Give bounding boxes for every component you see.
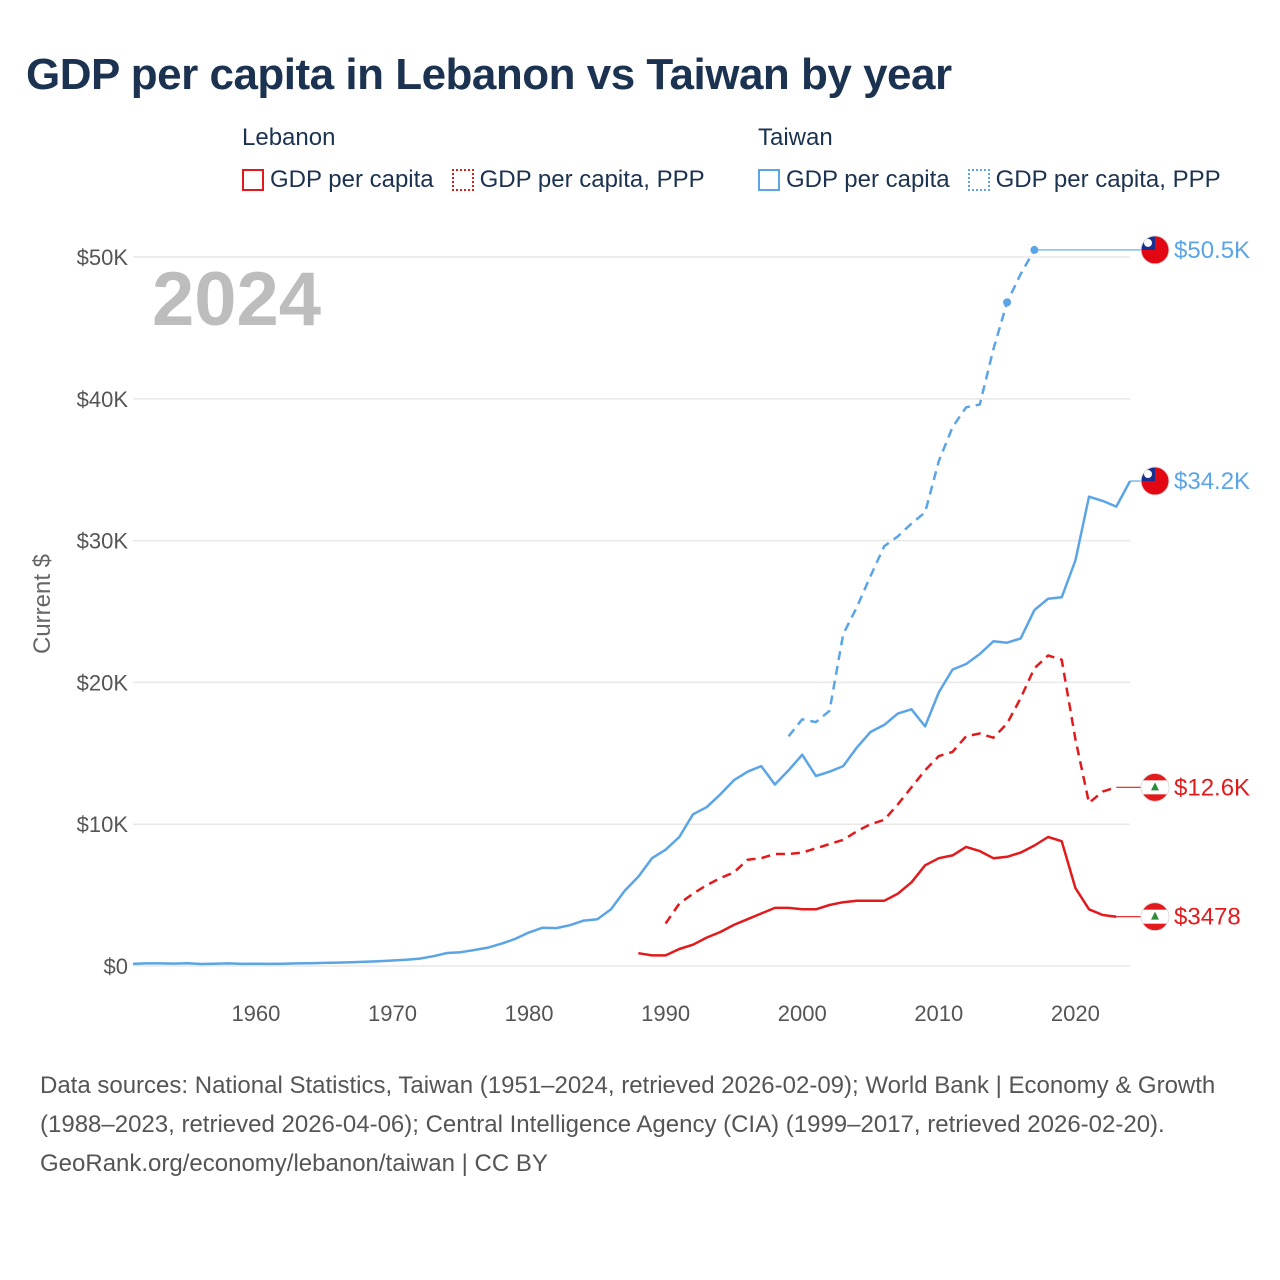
year-label: 2024 <box>152 257 321 342</box>
y-tick-label: $0 <box>104 954 128 979</box>
solid-swatch-icon <box>758 169 780 191</box>
footer: Data sources: National Statistics, Taiwa… <box>40 1066 1240 1183</box>
legend-lebanon-ppp[interactable]: GDP per capita, PPP <box>451 166 705 194</box>
y-tick-label: $20K <box>77 670 129 695</box>
legend-taiwan: Taiwan GDP per capita GDP per capita, PP… <box>758 124 1239 194</box>
series-line <box>787 249 1036 738</box>
dotted-swatch-icon <box>451 169 474 191</box>
legend-taiwan-gdp-label: GDP per capita <box>786 166 950 193</box>
lebanon-flag-icon <box>1140 772 1170 802</box>
legend-lebanon-ppp-label: GDP per capita, PPP <box>479 166 705 193</box>
axes: $0 $10K $20K $30K $40K $50K 1960 1970 1980 1990 20… <box>77 245 1100 1026</box>
series-end-label: $34.2K <box>1174 468 1250 495</box>
series-end-label: $12.6K <box>1174 774 1250 801</box>
taiwan-flag-icon <box>1140 466 1170 496</box>
series <box>132 249 1132 966</box>
y-axis-label: Current $ <box>29 554 56 654</box>
end-point <box>1030 245 1039 254</box>
x-tick-label: 1960 <box>231 1001 280 1026</box>
legend-taiwan-ppp-label: GDP per capita, PPP <box>995 166 1221 193</box>
series-line <box>638 835 1117 957</box>
y-tick-label: $50K <box>77 245 129 270</box>
x-tick-label: 2010 <box>914 1001 963 1026</box>
legend-lebanon: Lebanon GDP per capita GDP per capita, P… <box>242 124 723 194</box>
end-labels: $34.2K $50.5K $3478 $12.6K <box>1003 235 1250 932</box>
x-tick-label: 1990 <box>641 1001 690 1026</box>
chart-title: GDP per capita in Lebanon vs Taiwan by y… <box>26 50 952 99</box>
legend-lebanon-title: Lebanon <box>242 124 336 151</box>
legend-lebanon-gdp[interactable]: GDP per capita <box>242 166 434 194</box>
lebanon-flag-icon <box>1140 902 1170 932</box>
x-tick-label: 1980 <box>505 1001 554 1026</box>
grid <box>133 256 1130 967</box>
solid-swatch-icon <box>242 169 264 191</box>
series-end-label: $3478 <box>1174 904 1241 931</box>
y-tick-label: $10K <box>77 812 129 837</box>
taiwan-flag-icon <box>1140 235 1170 265</box>
legend-taiwan-gdp[interactable]: GDP per capita <box>758 166 950 194</box>
data-sources: Data sources: National Statistics, Taiwa… <box>40 1072 1216 1138</box>
dotted-swatch-icon <box>967 169 990 191</box>
series-line <box>664 654 1117 925</box>
series-end-label: $50.5K <box>1174 237 1250 264</box>
data-point <box>1003 298 1012 307</box>
line-chart: $0 $10K $20K $30K $40K $50K 1960 1970 1980 1990 20… <box>29 235 1250 1026</box>
legend-taiwan-title: Taiwan <box>758 124 833 151</box>
legend-taiwan-ppp[interactable]: GDP per capita, PPP <box>967 166 1221 194</box>
site-credit[interactable]: GeoRank.org/economy/lebanon/taiwan | CC … <box>40 1150 548 1177</box>
legend-lebanon-gdp-label: GDP per capita <box>270 166 434 193</box>
series-line <box>132 480 1132 966</box>
y-tick-label: $40K <box>77 387 129 412</box>
x-tick-label: 1970 <box>368 1001 417 1026</box>
y-tick-label: $30K <box>77 529 129 554</box>
x-tick-label: 2020 <box>1051 1001 1100 1026</box>
x-tick-label: 2000 <box>778 1001 827 1026</box>
